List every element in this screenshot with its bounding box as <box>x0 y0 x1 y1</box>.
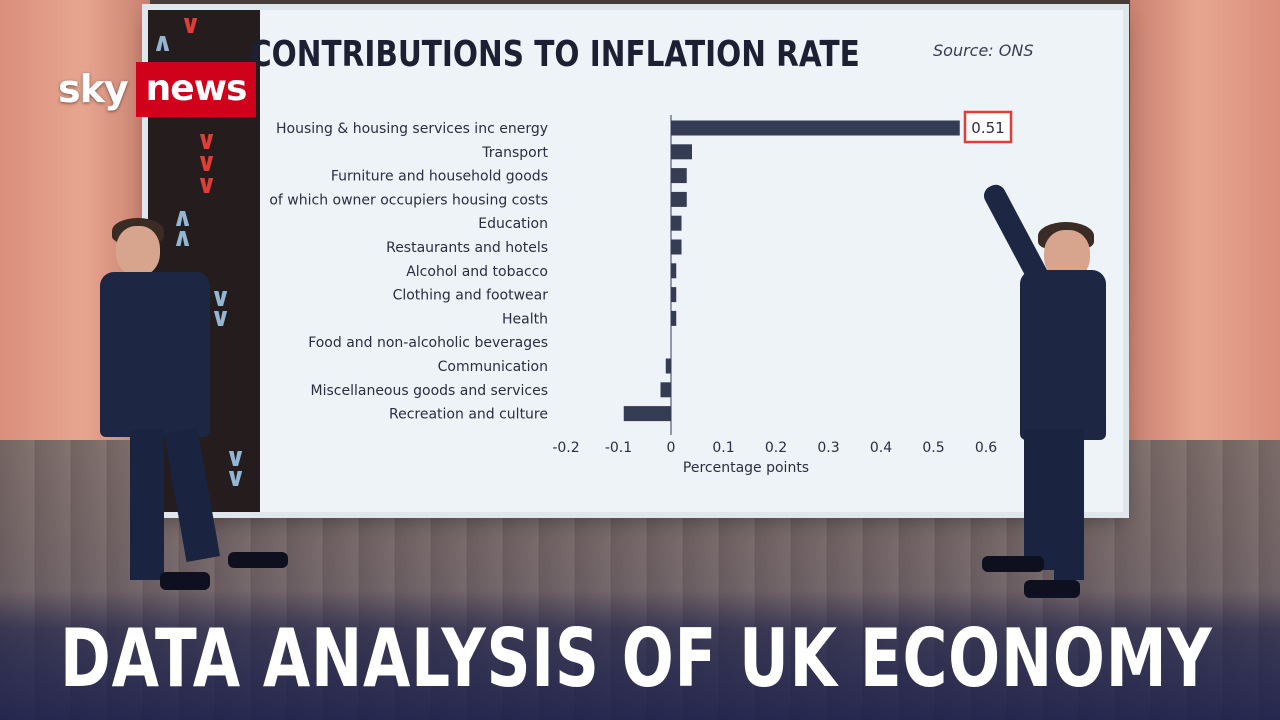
caption-headline: DATA ANALYSIS OF UK ECONOMY <box>60 612 1213 705</box>
x-tick-label: 0.5 <box>922 440 944 456</box>
studio-wall-right <box>1130 0 1280 440</box>
bar <box>671 239 682 255</box>
logo-sky-text: sky <box>58 67 129 111</box>
x-tick-label: -0.1 <box>605 440 632 456</box>
chevron-up-icon: ∧ <box>172 223 194 253</box>
category-label: Alcohol and tobacco <box>406 264 548 280</box>
category-label: Restaurants and hotels <box>386 240 548 256</box>
chevron-down-icon: ∨ <box>225 463 247 493</box>
bar <box>671 168 687 184</box>
chevron-down-icon: ∨ <box>196 126 218 156</box>
chart-title: CONTRIBUTIONS TO INFLATION RATE <box>250 34 860 75</box>
chevron-down-icon: ∨ <box>225 443 247 473</box>
category-label: of which owner occupiers housing costs <box>269 192 548 208</box>
x-tick-label: 0.4 <box>870 440 892 456</box>
chevron-down-icon: ∨ <box>210 283 232 313</box>
category-label: Communication <box>438 359 548 375</box>
bar <box>671 310 677 326</box>
category-label: Miscellaneous goods and services <box>311 383 548 399</box>
logo-news-text: news <box>135 61 257 117</box>
category-label: Furniture and household goods <box>331 169 548 185</box>
x-axis-label: Percentage points <box>683 460 809 476</box>
category-label: Clothing and footwear <box>393 288 549 304</box>
category-label: Housing & housing services inc energy <box>276 121 548 137</box>
x-tick-label: 0.2 <box>765 440 787 456</box>
category-label: Transport <box>481 145 548 161</box>
chevron-down-icon: ∨ <box>196 170 218 200</box>
bar <box>660 382 671 398</box>
chevron-down-icon: ∨ <box>196 148 218 178</box>
bar <box>671 120 960 136</box>
display-screen <box>148 10 1123 512</box>
category-label: Health <box>502 311 548 327</box>
bar <box>623 406 671 422</box>
chart-source: Source: ONS <box>933 41 1034 60</box>
x-tick-label: 0.1 <box>712 440 734 456</box>
category-label: Recreation and culture <box>389 407 548 423</box>
x-tick-label: 0 <box>667 440 676 456</box>
chevron-up-icon: ∧ <box>172 203 194 233</box>
category-label: Food and non-alcoholic beverages <box>308 335 548 351</box>
bar <box>671 215 682 231</box>
bar-chart: Housing & housing services inc energy Tra… <box>269 110 1013 476</box>
value-annotation-box <box>963 110 1013 144</box>
bar <box>671 263 677 279</box>
bar <box>671 144 692 160</box>
sky-news-logo: sky news <box>58 60 257 118</box>
caption-bar <box>0 590 1280 720</box>
x-tick-label: 0.6 <box>975 440 997 456</box>
x-tick-label: 0.3 <box>817 440 839 456</box>
bar <box>671 191 687 207</box>
value-annotation-label: 0.51 <box>971 119 1004 137</box>
chevron-down-icon: ∨ <box>180 10 202 40</box>
category-label: Education <box>478 216 548 232</box>
x-tick-label: -0.2 <box>552 440 579 456</box>
bar <box>665 358 671 374</box>
bar <box>671 287 677 303</box>
chevron-up-icon: ∧ <box>152 28 174 58</box>
chevron-down-icon: ∨ <box>210 303 232 333</box>
